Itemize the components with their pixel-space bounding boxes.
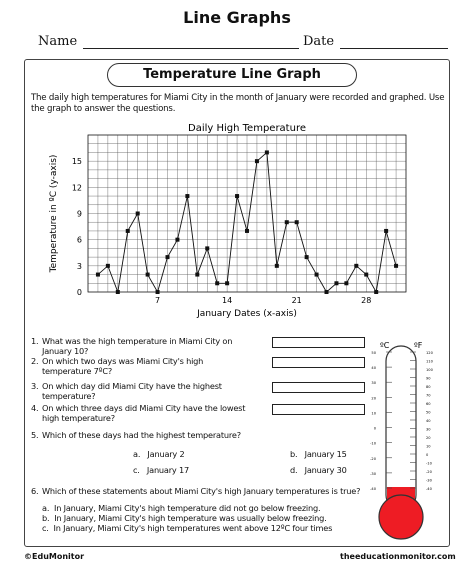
question-text: Which of these statements about Miami Ci… <box>42 486 361 496</box>
y-tick-label: 12 <box>72 183 82 192</box>
data-point <box>324 290 329 294</box>
line-chart: Daily High Temperature 0 3 6 9 12 15 7 14 21 28 Jan… <box>49 123 407 319</box>
data-point <box>344 281 349 286</box>
data-point <box>294 220 299 225</box>
page-title: Line Graphs <box>183 8 291 27</box>
chart-title: Daily High Temperature <box>188 123 306 134</box>
question-number: 5. <box>31 430 39 440</box>
x-axis-label: January Dates (x-axis) <box>196 309 297 319</box>
data-point <box>175 237 180 242</box>
answer-box-4[interactable] <box>272 404 365 415</box>
date-label: Date <box>302 34 335 49</box>
y-tick-label: 3 <box>77 262 82 271</box>
worksheet-frame <box>24 59 450 547</box>
y-tick-label: 15 <box>72 157 82 166</box>
data-point <box>215 281 220 286</box>
data-point <box>254 159 259 164</box>
y-tick-label: 0 <box>77 288 82 297</box>
name-label: Name <box>38 34 78 49</box>
question-number: 6. <box>31 486 39 496</box>
y-tick-label: 6 <box>77 236 82 245</box>
date-field[interactable] <box>340 35 448 49</box>
data-point <box>264 150 269 155</box>
data-point <box>145 272 150 277</box>
question-text: What was the high temperature in Miami C… <box>42 336 233 356</box>
q5-option[interactable]: a. January 2 <box>133 449 185 459</box>
data-point <box>155 290 160 294</box>
name-field[interactable] <box>83 35 299 49</box>
data-point <box>205 246 210 251</box>
x-tick-label: 21 <box>292 296 302 305</box>
question-number: 4. <box>31 403 39 413</box>
q5-option[interactable]: d. January 30 <box>290 465 347 475</box>
x-tick-label: 28 <box>361 296 371 305</box>
q6-option[interactable]: a. In January, Miami City's high tempera… <box>42 503 321 513</box>
question-number: 3. <box>31 381 39 391</box>
data-point <box>274 263 279 268</box>
q5-option[interactable]: b. January 15 <box>290 449 347 459</box>
data-point <box>115 290 120 294</box>
data-point <box>354 263 359 268</box>
answer-box-1[interactable] <box>272 337 365 348</box>
data-point <box>195 272 200 277</box>
data-point <box>374 290 379 294</box>
x-tick-label: 7 <box>155 296 160 305</box>
data-point <box>235 194 240 199</box>
q6-option[interactable]: c. In January, Miami City's high tempera… <box>42 523 333 533</box>
y-tick-label: 9 <box>77 210 82 219</box>
x-tick-label: 14 <box>222 296 232 305</box>
question-number: 2. <box>31 356 39 366</box>
data-point <box>185 194 190 199</box>
intro-text: The daily high temperatures for Miami Ci… <box>31 93 445 114</box>
question-text: On which three days did Miami City have … <box>42 403 246 423</box>
question-number: 1. <box>31 336 39 346</box>
data-point <box>364 272 369 277</box>
answer-box-3[interactable] <box>272 382 365 393</box>
section-banner: Temperature Line Graph <box>107 63 357 87</box>
data-point <box>384 228 389 233</box>
q6-option[interactable]: b. In January, Miami City's high tempera… <box>42 513 327 523</box>
data-point <box>284 220 289 225</box>
data-point <box>95 272 100 277</box>
data-point <box>125 228 130 233</box>
question-text: Which of these days had the highest temp… <box>42 430 241 440</box>
q5-option[interactable]: c. January 17 <box>133 465 189 475</box>
data-point <box>314 272 319 277</box>
footer-copyright: ©EduMonitor <box>24 552 85 561</box>
data-point <box>245 228 249 233</box>
question-text: On which two days was Miami City's high … <box>42 356 204 376</box>
name-date-row: Name Date <box>38 34 448 49</box>
data-point <box>105 263 110 268</box>
data-point <box>165 255 170 260</box>
question-text: On which day did Miami City have the hig… <box>42 381 222 401</box>
data-point <box>394 263 399 268</box>
y-axis-label: Temperature in ºC (y-axis) <box>49 155 59 274</box>
footer-website: theeducationmonitor.com <box>340 552 456 561</box>
data-point <box>225 281 230 286</box>
answer-box-2[interactable] <box>272 357 365 368</box>
data-point <box>304 255 309 260</box>
plot-border <box>87 134 407 293</box>
data-point <box>334 281 339 286</box>
data-point <box>135 211 140 216</box>
